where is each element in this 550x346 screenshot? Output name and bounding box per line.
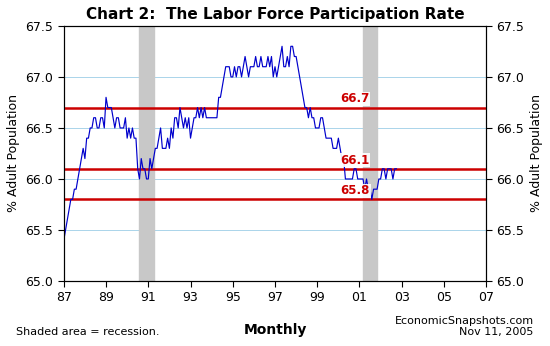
Text: 65.8: 65.8 [340, 184, 370, 197]
Text: Shaded area = recession.: Shaded area = recession. [16, 327, 160, 337]
Bar [140, 26, 153, 281]
Y-axis label: % Adult Population: % Adult Population [7, 94, 20, 212]
Text: Monthly: Monthly [243, 324, 307, 337]
Title: Chart 2:  The Labor Force Participation Rate: Chart 2: The Labor Force Participation R… [86, 7, 464, 22]
Y-axis label: % Adult Population: % Adult Population [530, 94, 543, 212]
Text: 66.1: 66.1 [340, 154, 370, 167]
Text: 66.7: 66.7 [340, 92, 370, 106]
Text: EconomicSnapshots.com
Nov 11, 2005: EconomicSnapshots.com Nov 11, 2005 [394, 316, 534, 337]
Bar [363, 26, 377, 281]
